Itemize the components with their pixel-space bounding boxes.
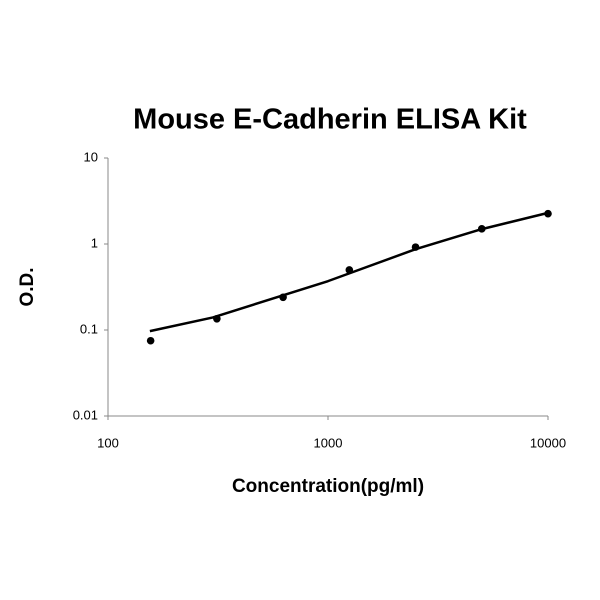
y-tick-label: 10 — [84, 149, 98, 164]
data-point — [146, 336, 155, 345]
x-tick-label: 100 — [97, 435, 119, 450]
y-tick-label: 1 — [91, 235, 98, 250]
y-tick-label: 0.1 — [80, 321, 98, 336]
fit-curve — [149, 211, 549, 333]
chart-title: Mouse E-Cadherin ELISA Kit — [133, 104, 527, 136]
y-tick-label: 0.01 — [73, 407, 98, 422]
y-axis-title: O.D. — [17, 267, 38, 306]
x-tick-label: 1000 — [314, 435, 343, 450]
x-axis-title: Concentration(pg/ml) — [232, 476, 424, 497]
x-tick-label: 10000 — [530, 435, 566, 450]
